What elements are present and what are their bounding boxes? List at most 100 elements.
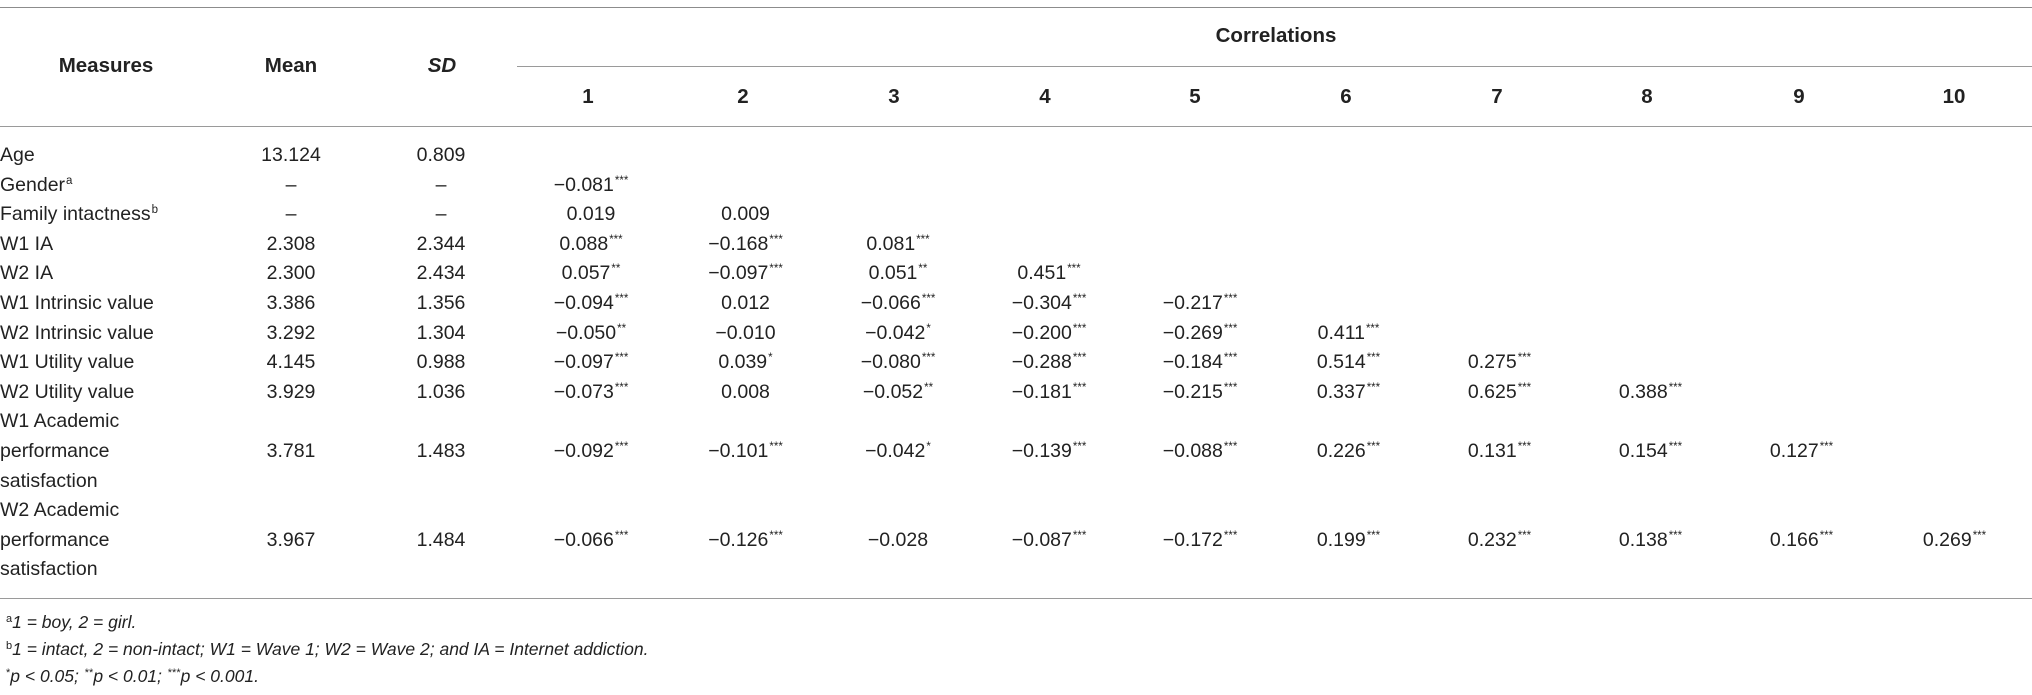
col-header-4: 4 <box>1039 85 1051 108</box>
correlation-value: −0.200 <box>1011 321 1072 344</box>
correlation-cell <box>666 555 825 585</box>
correlation-cell: 0.057** <box>516 259 666 289</box>
correlation-value: −0.181 <box>1011 380 1072 403</box>
row-label: W1 IA <box>0 230 216 260</box>
header-sd: SD <box>427 54 457 77</box>
significance-mark: ** <box>611 263 621 276</box>
sd-cell: 1.356 <box>416 291 466 314</box>
correlation-cell: −0.288*** <box>971 348 1127 378</box>
header-mean: Mean <box>264 54 318 77</box>
correlation-cell <box>1424 496 1575 526</box>
correlation-cell: 0.199*** <box>1273 526 1424 556</box>
correlation-value: 0.051 <box>868 262 918 285</box>
mean-cell <box>216 555 366 585</box>
row-label-text: W1 Academic <box>0 410 120 433</box>
significance-mark: *** <box>769 233 783 246</box>
correlation-value: 0.088 <box>559 232 609 255</box>
correlation-cell <box>1424 319 1575 349</box>
correlation-cell: −0.200*** <box>971 319 1127 349</box>
significance-mark: *** <box>1223 352 1238 365</box>
table-row: performance 3.781 1.483 −0.092*** −0.101*** −… <box>0 437 2032 467</box>
correlation-cell <box>1575 319 1726 349</box>
correlation-cell <box>1273 200 1424 230</box>
correlation-cell <box>1273 496 1424 526</box>
correlation-cell: −0.215*** <box>1127 378 1273 408</box>
significance-mark: *** <box>769 529 783 542</box>
significance-mark: *** <box>769 440 783 453</box>
significance-mark: *** <box>614 440 629 453</box>
header-measures: Measures <box>58 54 154 77</box>
correlation-cell <box>1424 289 1575 319</box>
mean-cell <box>216 496 366 526</box>
correlation-value: 0.166 <box>1769 528 1819 551</box>
correlation-cell: 0.411*** <box>1273 319 1424 349</box>
significance-mark: *** <box>614 352 629 365</box>
significance-mark: *** <box>921 292 936 305</box>
correlation-value: 0.138 <box>1618 528 1668 551</box>
correlation-cell <box>1726 171 1877 201</box>
row-label: W1 Utility value <box>0 348 216 378</box>
correlation-cell <box>1575 467 1726 497</box>
mean-cell: – <box>285 173 297 196</box>
row-label-text: W2 Academic <box>0 499 120 522</box>
table-row: satisfaction <box>0 555 2032 585</box>
significance-mark: *** <box>614 174 629 187</box>
row-label: W2 IA <box>0 259 216 289</box>
correlation-cell: −0.087*** <box>971 526 1127 556</box>
correlation-cell: 0.154*** <box>1575 437 1726 467</box>
correlation-value: −0.042 <box>865 321 926 344</box>
mean-cell: 3.386 <box>266 291 316 314</box>
correlation-cell <box>516 141 666 171</box>
row-label-text: performance <box>0 528 110 551</box>
col-header-5: 5 <box>1189 85 1201 108</box>
correlation-cell <box>666 467 825 497</box>
correlation-cell <box>1127 496 1273 526</box>
row-label: performance <box>0 526 216 556</box>
correlation-cell <box>1726 378 1877 408</box>
mean-cell: – <box>285 203 297 226</box>
correlation-cell: 0.451*** <box>971 259 1127 289</box>
correlation-cell: −0.184*** <box>1127 348 1273 378</box>
correlation-cell <box>1726 259 1877 289</box>
correlation-cell: −0.010 <box>666 319 825 349</box>
correlation-cell: −0.050** <box>516 319 666 349</box>
sd-cell: 2.344 <box>416 232 466 255</box>
correlation-cell <box>825 171 971 201</box>
correlation-cell: −0.094*** <box>516 289 666 319</box>
correlation-value: −0.139 <box>1011 439 1072 462</box>
correlation-cell <box>1127 259 1273 289</box>
correlation-cell <box>666 496 825 526</box>
significance-mark: ** <box>918 263 928 276</box>
correlation-cell <box>1273 407 1424 437</box>
correlation-cell <box>1575 407 1726 437</box>
correlation-value: −0.066 <box>553 528 614 551</box>
table-row: satisfaction <box>0 467 2032 497</box>
row-label: W1 Academic <box>0 407 216 437</box>
significance-mark: *** <box>1819 440 1834 453</box>
row-label: performance <box>0 437 216 467</box>
correlation-cell: 0.009 <box>666 200 825 230</box>
correlation-cell <box>1273 171 1424 201</box>
correlation-cell <box>516 467 666 497</box>
correlation-cell <box>1273 230 1424 260</box>
correlation-cell: −0.181*** <box>971 378 1127 408</box>
mean-cell: 2.300 <box>266 262 316 285</box>
table-row: W1 IA 2.308 2.344 0.088*** −0.168*** 0.081*** <box>0 230 2032 260</box>
correlation-cell <box>1726 467 1877 497</box>
row-label-text: Family intactness <box>0 203 151 226</box>
col-header-1: 1 <box>582 85 594 108</box>
correlation-cell <box>1127 467 1273 497</box>
correlation-cell <box>1424 171 1575 201</box>
mean-cell: 2.308 <box>266 232 316 255</box>
correlation-cell: −0.097*** <box>516 348 666 378</box>
correlation-cell <box>516 555 666 585</box>
correlation-cell: 0.051** <box>825 259 971 289</box>
row-label-text: satisfaction <box>0 558 98 581</box>
sd-cell: 1.036 <box>416 380 466 403</box>
mean-cell: 3.292 <box>266 321 316 344</box>
significance-mark: *** <box>1072 292 1087 305</box>
correlation-cell <box>516 496 666 526</box>
correlation-value: 0.199 <box>1316 528 1366 551</box>
mean-cell: 3.967 <box>266 528 316 551</box>
significance-mark: *** <box>1366 381 1381 394</box>
